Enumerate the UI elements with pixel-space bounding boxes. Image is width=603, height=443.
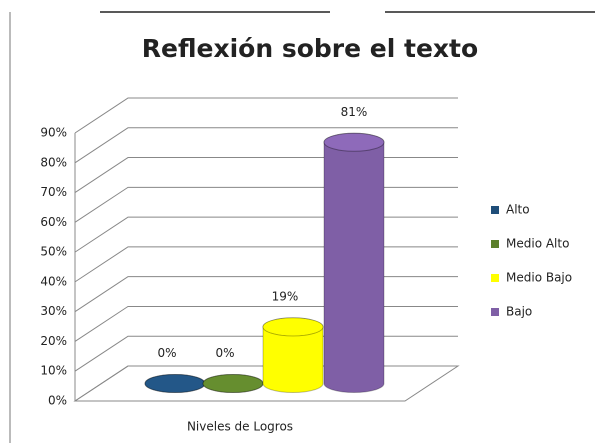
y-tick-label: 10% (40, 364, 67, 378)
data-label: 81% (341, 105, 368, 119)
cylinder (323, 132, 385, 393)
legend-swatch (491, 240, 499, 248)
legend-label: Medio Bajo (506, 271, 572, 285)
chart-title: Reflexión sobre el texto (142, 34, 478, 63)
cylinder-top (262, 317, 324, 337)
y-tick-label: 20% (40, 334, 67, 348)
data-label: 19% (272, 289, 299, 303)
y-tick-label: 0% (48, 394, 67, 408)
cylinder-top (144, 374, 206, 393)
grid-line (74, 127, 458, 164)
legend-label: Bajo (506, 305, 532, 319)
cylinder-top (323, 132, 385, 152)
data-label: 0% (215, 346, 234, 360)
legend-swatch (491, 206, 499, 214)
y-tick-label: 60% (40, 215, 67, 229)
legend-swatch (491, 308, 499, 316)
grid-line (74, 97, 458, 134)
cylinder-top (202, 374, 264, 393)
y-tick-label: 90% (40, 126, 67, 140)
y-tick-label: 50% (40, 245, 67, 259)
y-tick-label: 80% (40, 155, 67, 169)
data-label: 0% (157, 346, 176, 360)
legend-swatch (491, 274, 499, 282)
y-tick-label: 30% (40, 304, 67, 318)
y-tick-label: 40% (40, 274, 67, 288)
x-tick-label: Niveles de Logros (187, 420, 293, 434)
legend-label: Medio Alto (506, 237, 569, 251)
y-tick-label: 70% (40, 185, 67, 199)
legend-label: Alto (506, 203, 530, 217)
